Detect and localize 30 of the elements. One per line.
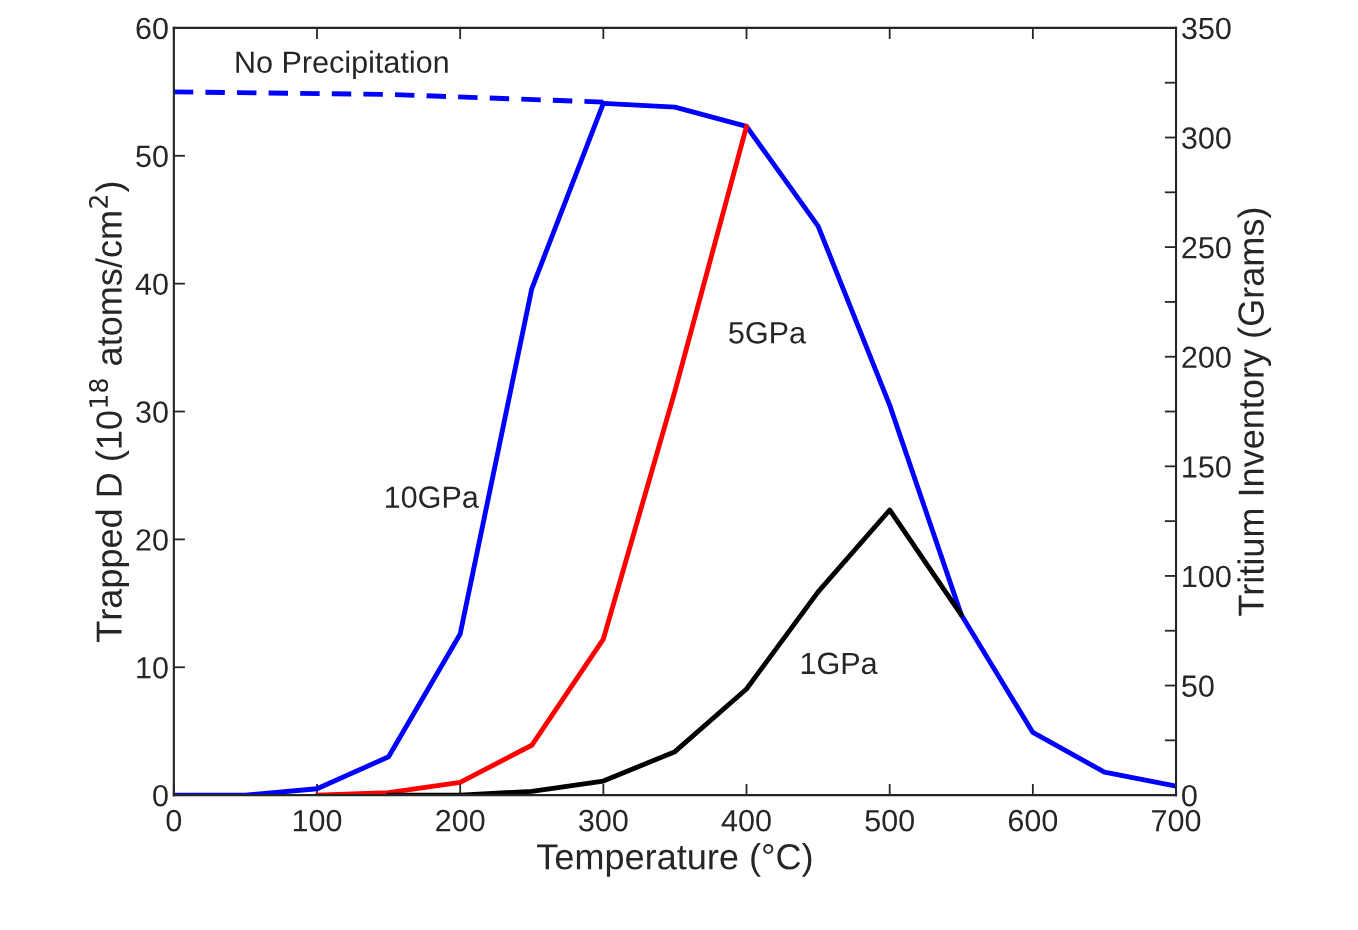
x-tick-label: 700 bbox=[1152, 809, 1201, 832]
x-tick-label: 200 bbox=[436, 809, 485, 832]
x-tick-label: 600 bbox=[1008, 809, 1058, 832]
x-tick-label: 100 bbox=[293, 809, 342, 832]
y-tick-label: 0 bbox=[153, 784, 168, 807]
y-tick-label: 10 bbox=[137, 657, 168, 679]
y-axis-title: Trapped D (10$^{18}$ atoms/cm$^{2}$) bbox=[88, 182, 130, 642]
y-tick-label: 30 bbox=[136, 401, 168, 423]
series-label: 10GPa bbox=[385, 486, 479, 508]
y2-tick-label: 200 bbox=[1182, 346, 1231, 369]
x-tick-label: 300 bbox=[579, 809, 628, 832]
y2-tick-label: 300 bbox=[1182, 127, 1231, 149]
y-tick-label: 40 bbox=[135, 273, 168, 296]
y2-tick-label: 50 bbox=[1182, 675, 1214, 697]
x-tick-label: 0 bbox=[166, 809, 182, 832]
y2-tick-label: 100 bbox=[1183, 565, 1231, 588]
series-label: 1GPa bbox=[801, 652, 878, 675]
x-tick-label: 500 bbox=[865, 809, 914, 832]
x-axis-title: Temperature (°C) bbox=[537, 843, 812, 877]
y2-tick-label: 250 bbox=[1182, 236, 1231, 259]
series-label: 5GPa bbox=[729, 322, 807, 344]
y-tick-label: 50 bbox=[136, 145, 168, 168]
y2-axis-title: Tritium Inventory (Grams) bbox=[1237, 208, 1272, 616]
y-tick-label: 20 bbox=[136, 529, 168, 551]
series-label: No Precipitation bbox=[236, 50, 448, 80]
y2-tick-label: 0 bbox=[1182, 784, 1197, 807]
y2-tick-label: 350 bbox=[1182, 17, 1231, 40]
y-tick-label: 60 bbox=[136, 17, 168, 40]
y2-tick-label: 150 bbox=[1183, 456, 1231, 478]
x-tick-label: 400 bbox=[721, 809, 771, 832]
